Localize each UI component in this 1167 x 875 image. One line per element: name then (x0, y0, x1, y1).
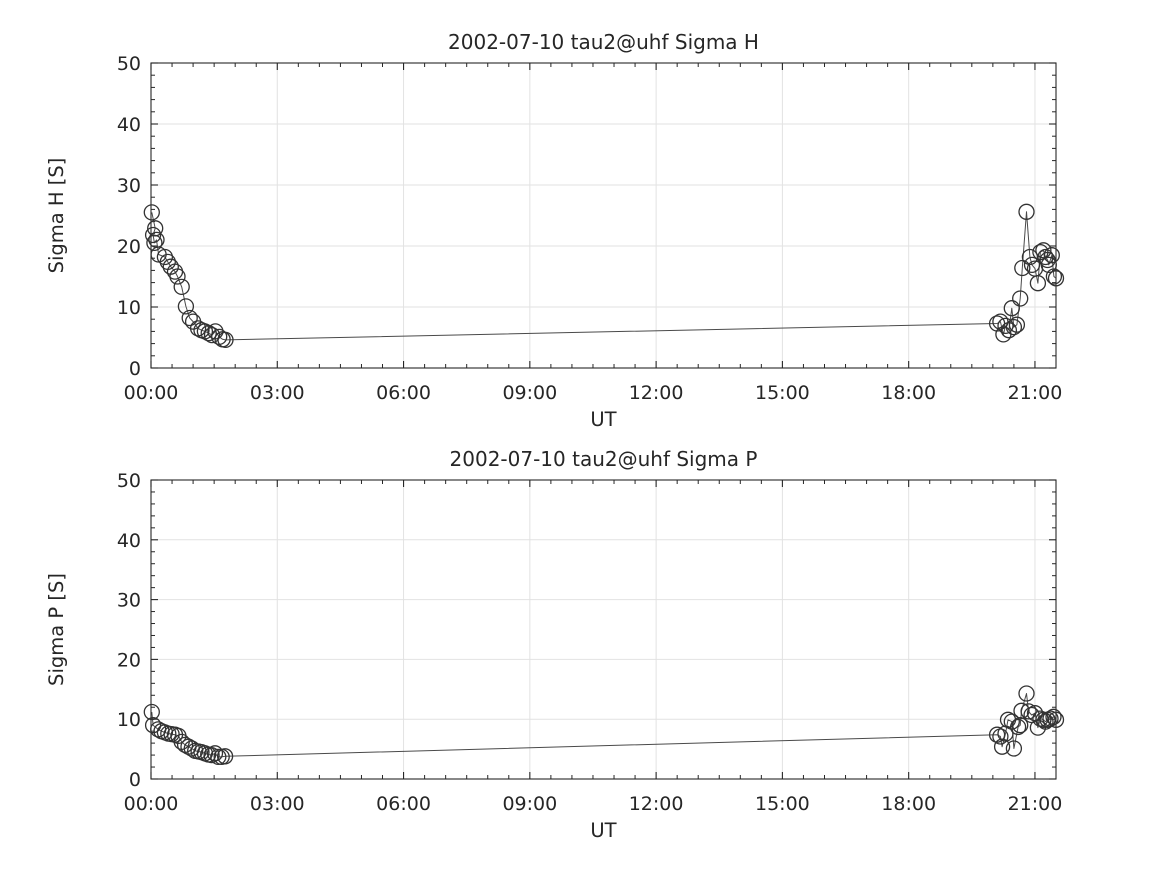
data-point-marker (1043, 247, 1060, 264)
data-point-marker (1040, 256, 1057, 274)
data-point-marker (1047, 270, 1065, 287)
data-point-marker (1020, 703, 1037, 720)
x-tick-label: 12:00 (629, 793, 684, 815)
data-point-marker (1035, 711, 1052, 728)
data-point-marker (1012, 290, 1029, 307)
data-point-marker (1013, 702, 1030, 719)
plot-title-sigma-h: 2002-07-10 tau2@uhf Sigma H (448, 30, 759, 54)
data-point-marker (1045, 268, 1063, 285)
data-point-marker (1035, 242, 1052, 259)
data-point-marker (1005, 740, 1023, 757)
x-axis-label: UT (590, 408, 616, 431)
x-tick-label: 12:00 (629, 382, 684, 404)
data-point-marker (1000, 322, 1018, 339)
y-tick-label: 20 (117, 649, 141, 671)
x-tick-label: 06:00 (376, 793, 431, 815)
data-point-marker (1037, 713, 1054, 730)
data-point-marker (210, 748, 227, 766)
data-point-marker (146, 234, 163, 252)
data-line-sigma_h (151, 211, 1057, 341)
y-tick-label: 30 (117, 590, 141, 612)
data-point-marker (200, 325, 217, 342)
x-tick-label: 21:00 (1008, 382, 1063, 404)
y-tick-label: 20 (117, 236, 141, 258)
axes-frame (150, 62, 1057, 369)
y-tick-label: 50 (117, 53, 141, 75)
x-tick-label: 03:00 (250, 382, 305, 404)
data-point-marker (1005, 318, 1023, 336)
data-point-marker (1037, 248, 1054, 266)
data-point-marker (997, 317, 1014, 335)
data-point-marker (1003, 713, 1020, 730)
data-point-marker (988, 726, 1006, 743)
x-tick-label: 18:00 (881, 793, 936, 815)
data-point-marker (1042, 710, 1059, 727)
x-tick-label: 03:00 (250, 793, 305, 815)
x-tick-label: 00:00 (124, 382, 179, 404)
x-axis-label: UT (590, 819, 616, 842)
x-tick-label: 21:00 (1008, 793, 1063, 815)
y-tick-label: 10 (117, 297, 141, 319)
data-point-marker (217, 331, 234, 349)
axes-frame (150, 479, 1057, 780)
plot-title-sigma-p: 2002-07-10 tau2@uhf Sigma P (450, 447, 758, 471)
x-tick-label: 15:00 (755, 382, 810, 404)
data-point-marker (144, 226, 162, 244)
data-point-marker (1009, 718, 1027, 736)
x-tick-label: 09:00 (502, 793, 557, 815)
y-tick-label: 40 (117, 114, 141, 136)
plot-sigma-h: 00:00 03:00 06:00 09:00 12:00 15:00 18:00 21:00… (45, 30, 1065, 431)
data-point-marker (173, 278, 190, 296)
data-point-marker (177, 298, 195, 315)
data-point-marker (1047, 711, 1065, 728)
x-tick-label: 18:00 (881, 382, 936, 404)
y-tick-label: 0 (129, 358, 141, 380)
x-tick-label: 15:00 (755, 793, 810, 815)
data-point-marker (1008, 316, 1026, 333)
data-point-marker (156, 248, 174, 266)
data-point-marker (993, 738, 1011, 755)
data-point-marker (143, 204, 160, 221)
data-point-marker (181, 309, 198, 327)
data-point-marker (1045, 708, 1062, 725)
data-point-marker (1023, 256, 1041, 274)
data-point-marker (1029, 275, 1047, 292)
data-point-marker (169, 268, 186, 285)
data-point-marker (144, 717, 162, 734)
y-tick-label: 30 (117, 175, 141, 197)
data-point-marker (1003, 300, 1020, 317)
data-point-marker (1018, 203, 1035, 220)
x-tick-label: 06:00 (376, 382, 431, 404)
y-axis-label: Sigma P [S] (45, 573, 68, 686)
data-point-marker (189, 320, 207, 337)
data-point-marker (143, 703, 160, 721)
y-tick-label: 40 (117, 530, 141, 552)
y-tick-label: 50 (117, 470, 141, 492)
data-line-sigma_p (151, 693, 1057, 758)
x-tick-label: 00:00 (124, 793, 179, 815)
x-tick-label: 09:00 (502, 382, 557, 404)
data-point-marker (203, 746, 220, 764)
plot-sigma-p: 00:00 03:00 06:00 09:00 12:00 15:00 18:00 21:00… (45, 447, 1065, 842)
y-tick-label: 10 (117, 709, 141, 731)
y-axis-label: Sigma H [S] (45, 158, 68, 274)
data-point-marker (1014, 259, 1031, 277)
data-point-marker (1018, 685, 1035, 702)
data-point-marker (216, 748, 234, 765)
y-tick-label: 0 (129, 769, 141, 791)
